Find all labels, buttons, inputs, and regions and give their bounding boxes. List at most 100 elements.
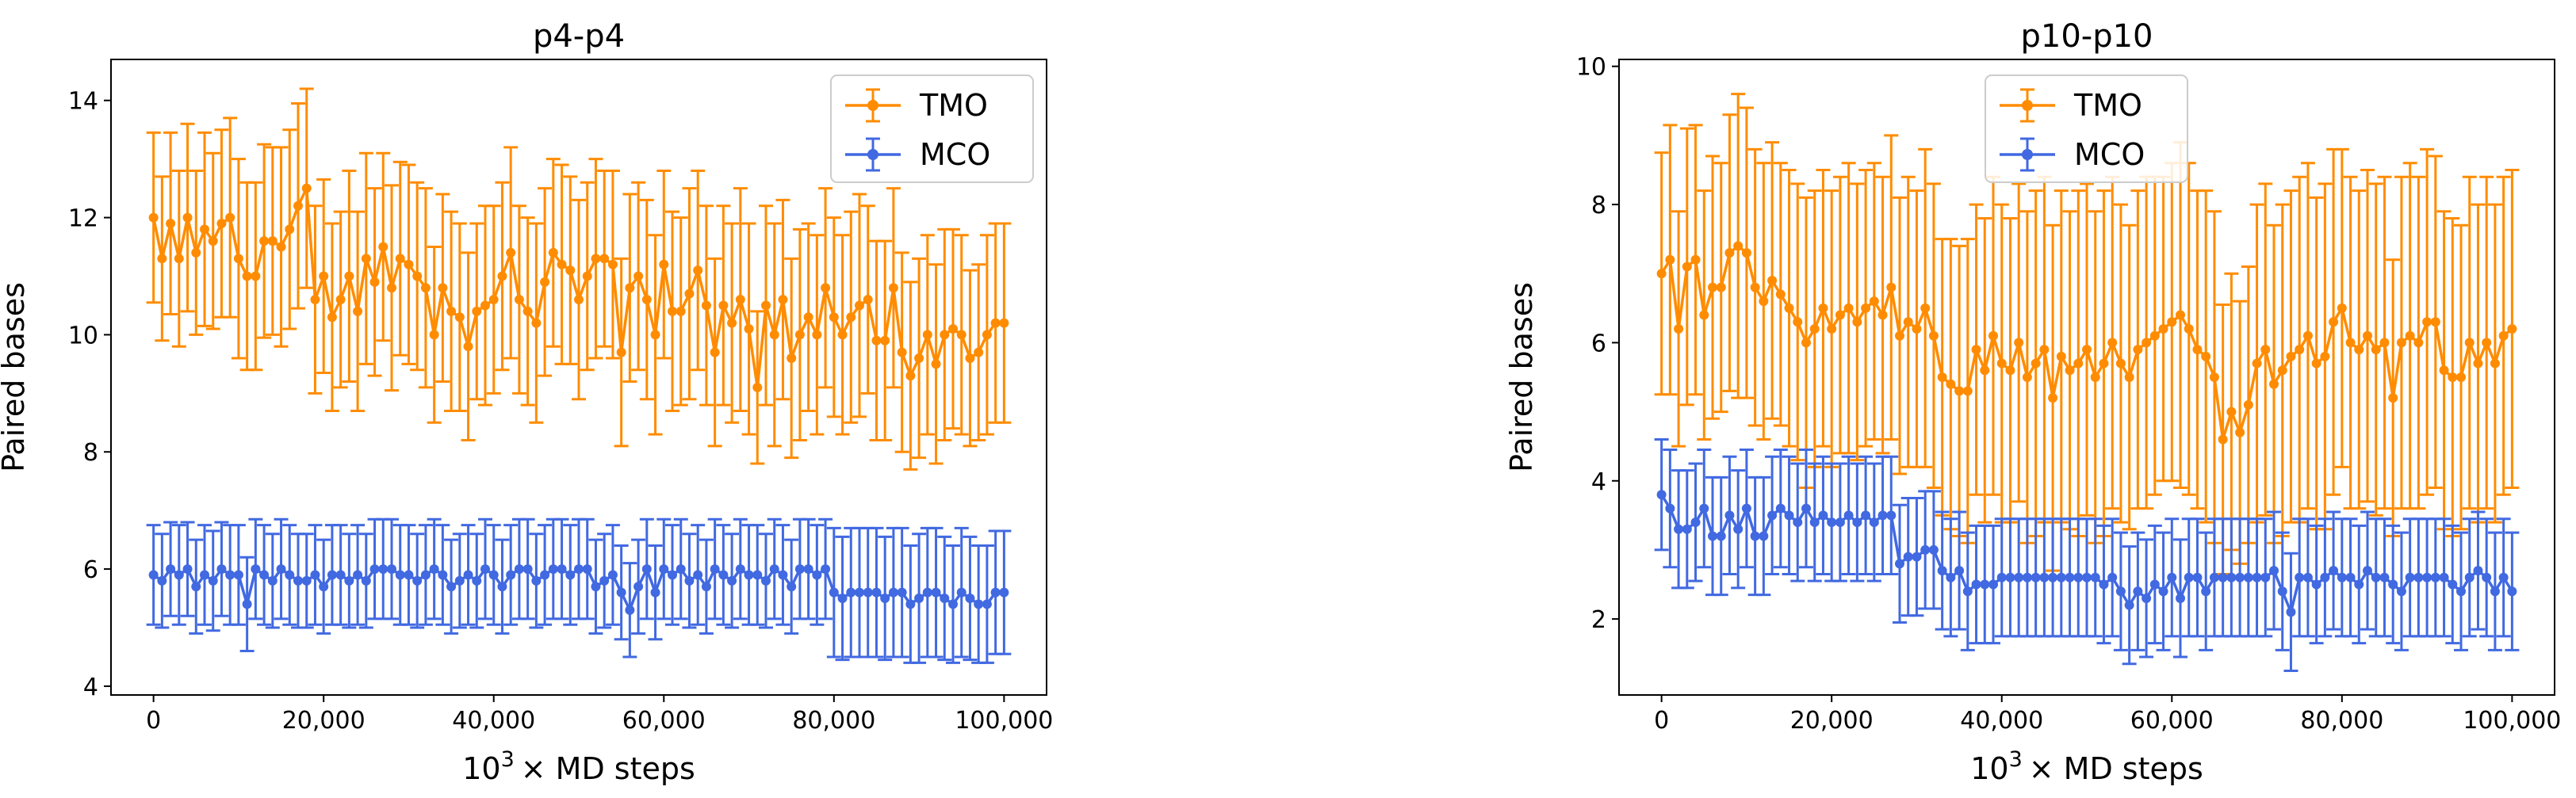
data-point [2329, 566, 2339, 576]
data-point [940, 330, 950, 340]
data-point [2184, 572, 2194, 582]
data-point [2439, 365, 2449, 376]
data-point [1741, 503, 1751, 514]
data-point [1801, 503, 1811, 514]
data-point [2176, 310, 2185, 320]
data-point [1852, 317, 1862, 327]
data-point [2320, 572, 2330, 582]
data-point [1996, 358, 2007, 368]
data-point [157, 575, 167, 586]
data-point [1793, 317, 1803, 327]
data-point [2379, 338, 2390, 348]
data-point [701, 300, 711, 311]
data-point [1793, 517, 1803, 528]
data-point [454, 312, 465, 323]
data-point [216, 218, 227, 228]
data-point [267, 575, 278, 586]
data-point [353, 570, 363, 580]
data-point [956, 587, 966, 598]
data-point [488, 570, 499, 580]
y-tick-label: 10 [1576, 54, 1606, 82]
legend-label-mco: MCO [920, 137, 990, 172]
data-point [2422, 572, 2432, 582]
data-point [251, 564, 261, 575]
data-point [285, 224, 295, 235]
data-point [2295, 572, 2305, 582]
data-point [1733, 524, 1743, 534]
data-point [2158, 586, 2168, 597]
data-point [1818, 303, 1828, 313]
data-point [2448, 579, 2458, 590]
data-point [607, 259, 618, 269]
data-point [2073, 358, 2084, 368]
data-point [2269, 379, 2279, 389]
data-point [2167, 317, 2177, 327]
data-point [2439, 572, 2449, 582]
data-point [412, 271, 423, 281]
data-point [506, 570, 516, 580]
data-point [752, 570, 763, 580]
data-point [922, 330, 932, 340]
data-point [2260, 345, 2271, 355]
data-point [659, 259, 669, 269]
data-point [727, 575, 737, 586]
data-point [718, 300, 729, 311]
data-point [837, 594, 848, 604]
y-tick-label: 4 [83, 674, 98, 701]
data-point [369, 564, 380, 575]
data-point [701, 582, 711, 592]
data-point [812, 570, 822, 580]
data-point [905, 371, 916, 381]
x-axis-label: 103 × MD steps [1970, 747, 2203, 786]
data-point [965, 353, 975, 363]
data-point [599, 254, 610, 264]
data-point [2337, 572, 2347, 582]
data-point [2226, 572, 2237, 582]
data-point [710, 564, 720, 575]
data-point [1708, 531, 1717, 541]
data-point [982, 599, 992, 609]
data-point [888, 283, 898, 293]
data-point [2218, 434, 2228, 445]
data-point [1750, 531, 1760, 541]
data-point [327, 570, 337, 580]
y-tick-label: 2 [1591, 606, 1606, 634]
data-point [522, 306, 533, 316]
data-point [1682, 524, 1692, 534]
chart-panel-1: 0 20,000 40,000 60,000 80,000 100,000 4 6 8 10 12 1… [0, 18, 1053, 786]
data-point [1861, 303, 1871, 313]
data-point [1920, 303, 1931, 313]
data-point [2430, 572, 2440, 582]
legend-marker [867, 149, 878, 160]
data-point [361, 254, 371, 264]
data-point [2115, 358, 2126, 368]
data-point [2065, 365, 2075, 376]
data-point [803, 312, 813, 323]
data-point [1937, 372, 1947, 382]
data-point [429, 564, 439, 575]
data-point [472, 306, 482, 316]
data-point [2209, 572, 2219, 582]
data-point [2507, 586, 2517, 597]
data-point [2448, 372, 2458, 382]
data-point [2464, 338, 2475, 348]
data-point [412, 575, 423, 586]
data-point [2056, 572, 2066, 582]
data-point [369, 277, 380, 287]
data-point [276, 242, 286, 252]
data-point [821, 283, 831, 293]
data-point [310, 570, 320, 580]
data-point [242, 271, 252, 281]
data-point [693, 570, 703, 580]
data-point [548, 564, 558, 575]
data-point [335, 570, 346, 580]
data-point [2507, 323, 2517, 334]
data-point [761, 575, 771, 586]
data-point [794, 564, 805, 575]
y-tick-label: 6 [83, 556, 98, 584]
series-mco [146, 517, 1012, 664]
data-point [2456, 372, 2466, 382]
data-point [480, 300, 490, 311]
data-point [319, 582, 329, 592]
data-point [2396, 586, 2406, 597]
